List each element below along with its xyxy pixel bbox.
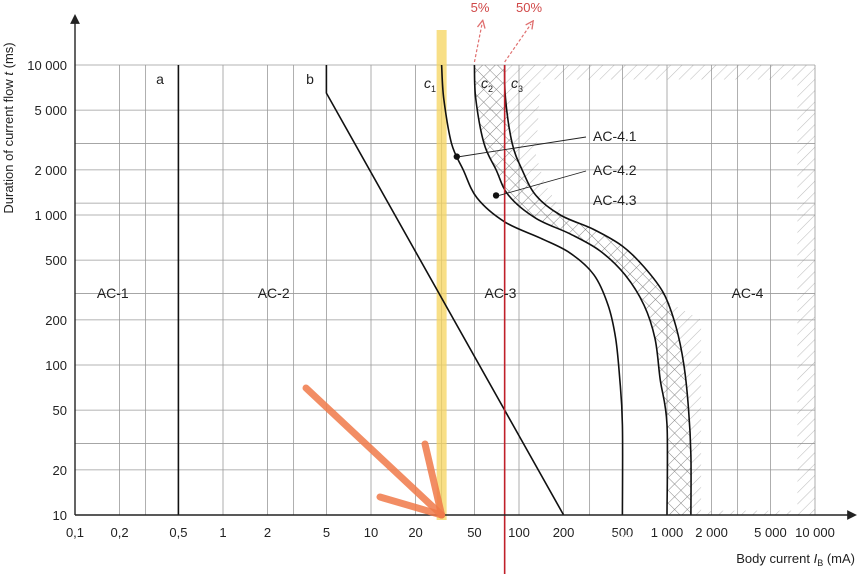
zone-label: AC-1: [97, 285, 129, 301]
axes: [70, 14, 857, 520]
x-tick-label: 20: [408, 525, 422, 540]
x-tick-label: 0,1: [66, 525, 84, 540]
curves: [177, 64, 692, 574]
subzone-marker: [453, 153, 461, 160]
x-tick-label: 1 000: [651, 525, 684, 540]
y-tick-label: 50: [53, 403, 67, 418]
x-tick-label: 200: [553, 525, 575, 540]
x-tick-label: 10: [364, 525, 378, 540]
curve-label-c2: c2: [481, 75, 493, 94]
x-tick-label: 1: [219, 525, 226, 540]
y-tick-label: 10 000: [27, 58, 67, 73]
curve-label-c3: c3: [511, 75, 523, 94]
ac4-crosshatched-band: [474, 65, 692, 515]
percent-arrow: [504, 24, 531, 63]
y-tick-label: 2 000: [34, 163, 67, 178]
y-tick-label: 100: [45, 358, 67, 373]
curve-c2: [473, 64, 669, 516]
y-axis-title: Duration of current flow t (ms): [1, 42, 16, 213]
x-tick-label: 2 000: [695, 525, 728, 540]
x-tick-label: 50: [467, 525, 481, 540]
zone-label: AC-2: [258, 285, 290, 301]
orange-pointer-arrow: [421, 440, 446, 519]
tick-labels: 0,1 0,2 0,5 1 2 5 10 20 50 100 200 500 1 000 2 000 5 0…: [27, 58, 835, 540]
x-tick-label: 2: [264, 525, 271, 540]
x-tick-label: 0,5: [169, 525, 187, 540]
watermark: 知乎 @BenElectric: [615, 533, 757, 552]
y-tick-label: 5 000: [34, 103, 67, 118]
subzone-leader-line: [459, 136, 587, 158]
y-tick-label: 200: [45, 313, 67, 328]
y-tick-label: 10: [53, 508, 67, 523]
zone-label: AC-4: [732, 285, 764, 301]
yellow-highlight-band: [436, 30, 447, 520]
subzone-label: AC-4.2: [593, 162, 637, 178]
x-tick-label: 5: [323, 525, 330, 540]
orange-pointer-arrow: [302, 384, 446, 519]
y-tick-label: 20: [53, 463, 67, 478]
x-tick-label: 100: [508, 525, 530, 540]
percent-label: 50%: [516, 0, 542, 15]
x-tick-label: 500: [612, 525, 634, 540]
zone-label: AC-3: [485, 285, 517, 301]
labels: AC-1 AC-2 AC-3 AC-4 a b c1 c2 c3 AC-4.1 AC-4.2 AC-4…: [97, 71, 764, 301]
x-tick-label: 0,2: [111, 525, 129, 540]
subzone-label: AC-4.1: [593, 128, 637, 144]
x-tick-label: 5 000: [754, 525, 787, 540]
curve-label-a: a: [156, 71, 164, 87]
y-tick-label: 500: [45, 253, 67, 268]
subzone-marker: [492, 192, 500, 199]
x-tick-label: 10 000: [795, 525, 835, 540]
curve-c3: [503, 64, 692, 516]
orange-pointer-arrow: [376, 493, 446, 519]
y-tick-label: 1 000: [34, 208, 67, 223]
subzone-leader-line: [498, 170, 587, 196]
curve-c1: [440, 64, 624, 516]
percent-label: 5%: [471, 0, 490, 15]
x-axis-title: Body current IB (mA): [736, 551, 855, 568]
hatched-regions: [474, 65, 815, 515]
percent-arrow: [473, 24, 482, 63]
curve-b: [325, 65, 565, 516]
curve-label-b: b: [306, 71, 314, 87]
annotations: 5% 50% 知乎 @BenElectric: [302, 0, 757, 552]
curve-label-c1: c1: [424, 75, 436, 94]
highlight-band: [436, 30, 447, 520]
subzone-label: AC-4.3: [593, 192, 637, 208]
